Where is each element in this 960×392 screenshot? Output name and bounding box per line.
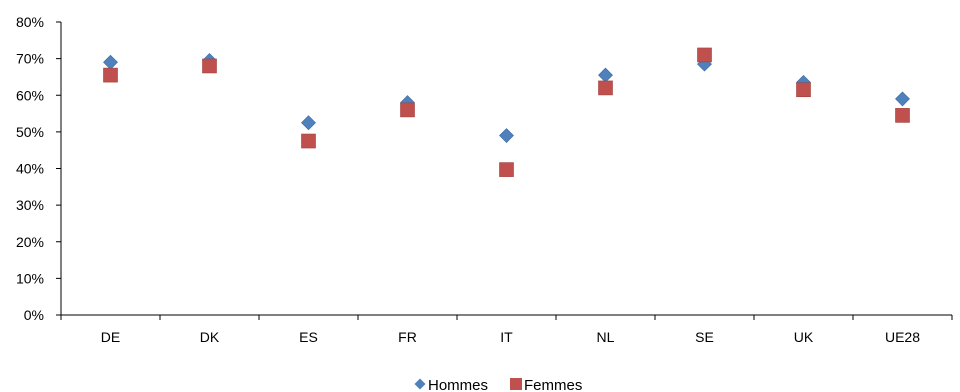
femmes-point-uk — [796, 82, 811, 98]
hommes-point-nl — [598, 67, 613, 83]
y-tick-label: 20% — [16, 234, 44, 250]
y-tick-label: 50% — [16, 124, 44, 140]
x-tick-label-dk: DK — [200, 329, 220, 345]
y-tick-label: 70% — [16, 51, 44, 67]
x-tick-label-fr: FR — [398, 329, 417, 345]
y-axis-ticks: 0% 10% 20% 30% 40% 50% 60% 70% 80% — [16, 14, 61, 323]
x-tick-label-nl: NL — [597, 329, 615, 345]
x-tick-label-es: ES — [299, 329, 318, 345]
hommes-point-ue28 — [895, 91, 910, 107]
hommes-point-it — [499, 128, 514, 143]
y-tick-label: 10% — [16, 270, 44, 286]
x-tick-label-it: IT — [500, 329, 513, 345]
legend-label-femmes: Femmes — [524, 377, 582, 392]
legend-marker-hommes — [414, 378, 426, 390]
y-tick-label: 40% — [16, 161, 44, 177]
legend-marker-femmes — [510, 378, 522, 390]
femmes-point-nl — [598, 80, 613, 96]
femmes-point-de — [103, 67, 118, 83]
femmes-point-dk — [202, 58, 217, 74]
y-tick-label: 60% — [16, 87, 44, 103]
x-tick-label-ue28: UE28 — [885, 329, 920, 345]
hommes-point-de — [103, 54, 118, 70]
x-tick-label-de: DE — [101, 329, 120, 345]
y-tick-label: 0% — [24, 307, 44, 323]
legend: Hommes Femmes — [414, 377, 582, 392]
legend-label-hommes: Hommes — [428, 377, 488, 392]
femmes-point-it — [499, 162, 514, 177]
hommes-point-es — [301, 115, 316, 131]
data-points — [103, 47, 910, 177]
femmes-point-se — [697, 47, 712, 63]
x-axis-ticks: DE DK ES FR IT NL SE UK UE28 — [60, 315, 953, 345]
x-tick-label-se: SE — [695, 329, 714, 345]
y-tick-label: 80% — [16, 14, 44, 30]
y-tick-label: 30% — [16, 197, 44, 213]
x-tick-label-uk: UK — [794, 329, 814, 345]
femmes-point-fr — [400, 102, 415, 118]
femmes-point-ue28 — [895, 108, 910, 123]
femmes-point-es — [301, 133, 316, 149]
